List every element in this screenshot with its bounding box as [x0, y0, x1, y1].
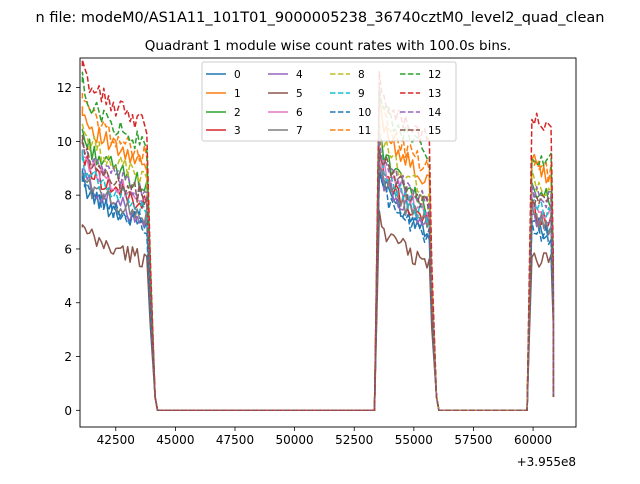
x-tick-label: 47500 [216, 433, 254, 447]
legend-label: 5 [296, 88, 303, 100]
legend-label: 3 [234, 125, 241, 137]
x-axis: 42500 45000 47500 50000 52500 55000 57500 60000 [97, 427, 552, 447]
legend-label: 10 [358, 107, 371, 119]
legend-label: 7 [296, 125, 303, 137]
legend-frame [201, 61, 457, 142]
legend-label: 2 [234, 107, 241, 119]
y-tick-label: 6 [64, 242, 72, 256]
y-axis: 0 2 4 6 8 10 12 [57, 81, 80, 418]
y-tick-label: 12 [57, 81, 72, 95]
x-tick-label: 60000 [514, 433, 552, 447]
legend-label: 13 [428, 88, 441, 100]
x-tick-label: 50000 [276, 433, 314, 447]
y-tick-label: 4 [64, 296, 72, 310]
x-tick-label: 57500 [454, 433, 492, 447]
legend-label: 9 [358, 88, 365, 100]
x-tick-label: 55000 [395, 433, 433, 447]
axes-frame [79, 57, 577, 428]
legend-label: 8 [358, 69, 365, 81]
y-tick-label: 8 [64, 189, 72, 203]
legend-label: 14 [428, 107, 442, 119]
legend-label: 4 [296, 69, 303, 81]
legend-label: 12 [428, 69, 441, 81]
series-line-14 [81, 134, 555, 412]
x-tick-label: 45000 [156, 433, 194, 447]
series-line-15 [81, 134, 555, 412]
legend-label: 6 [296, 107, 303, 119]
figure-suptitle: n file: modeM0/AS1A11_101T01_9000005238_… [36, 10, 605, 26]
legend-label: 11 [358, 125, 371, 137]
legend-label: 1 [234, 88, 241, 100]
y-tick-label: 2 [64, 350, 72, 364]
series-layer [81, 58, 555, 412]
x-offset-label: +3.955e8 [517, 455, 576, 469]
legend-label: 0 [234, 69, 241, 81]
legend-label: 15 [428, 125, 441, 137]
x-tick-label: 42500 [97, 433, 135, 447]
chart-title: Quadrant 1 module wise count rates with … [145, 38, 511, 54]
y-tick-label: 0 [64, 404, 72, 418]
y-tick-label: 10 [57, 135, 72, 149]
x-tick-label: 52500 [335, 433, 373, 447]
series-line-10 [81, 173, 555, 412]
